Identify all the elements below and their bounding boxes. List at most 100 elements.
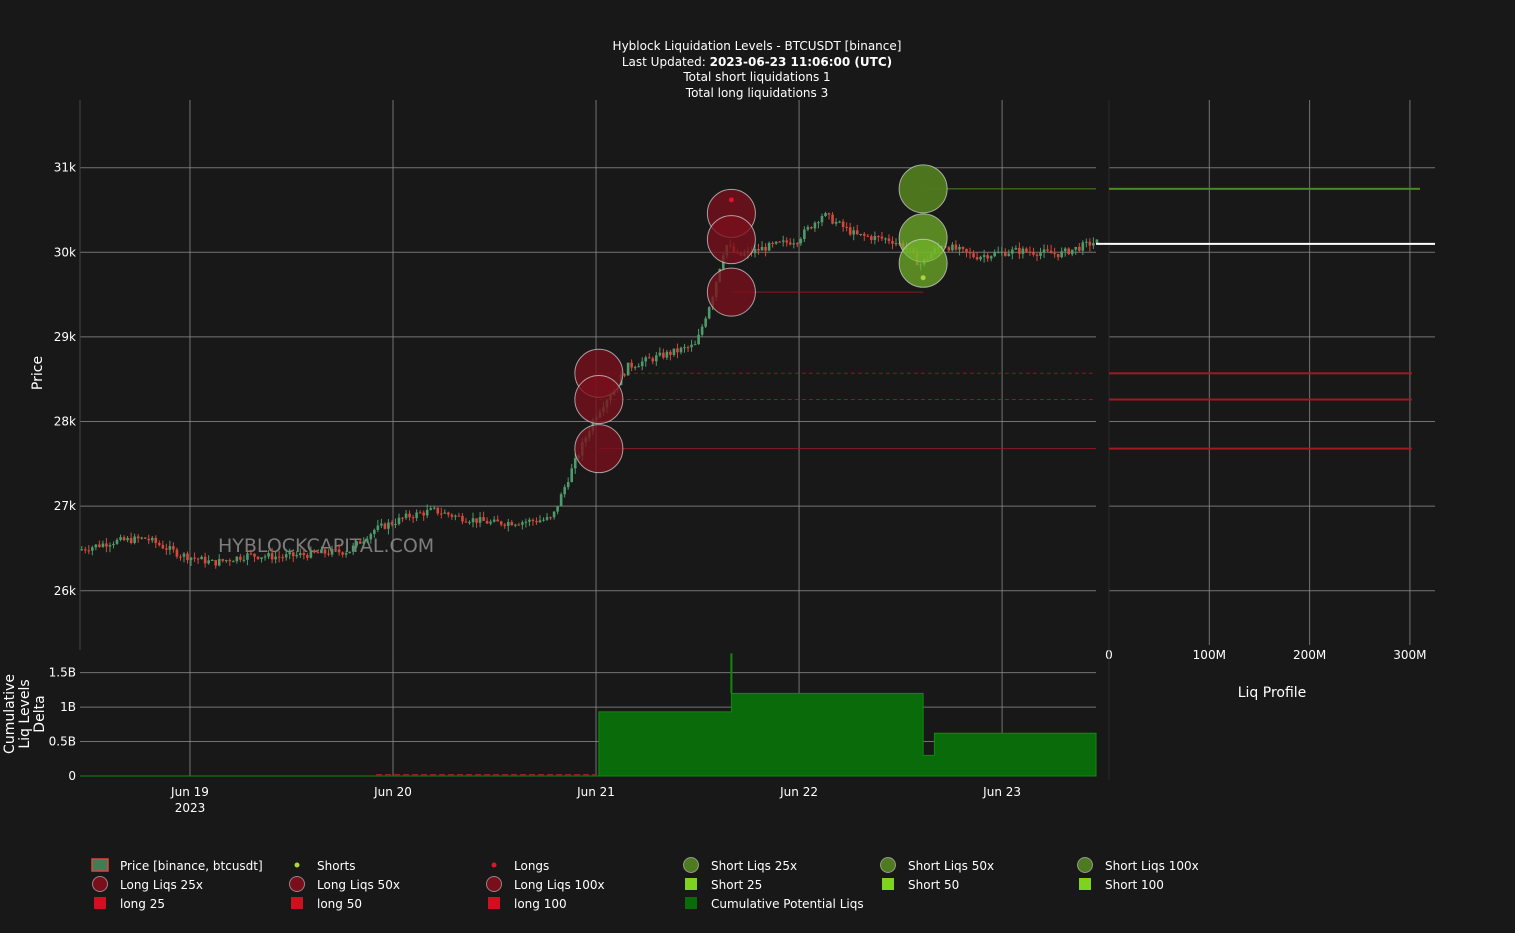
candle-body (217, 559, 221, 566)
legend[interactable]: Price [binance, btcusdt] Shorts Longs Short… (91, 857, 1199, 912)
candle-body (862, 233, 866, 236)
cumulative-tick-label: 0 (68, 769, 76, 783)
candle-body (838, 221, 841, 223)
short-liq-total: Total short liquidations 1 (682, 70, 830, 84)
legend-item-label[interactable]: Shorts (317, 859, 355, 873)
candle-body (143, 537, 147, 539)
candle-body (817, 222, 820, 224)
legend-symbol-square (882, 878, 894, 890)
candle-body (877, 236, 880, 238)
legend-symbol-dot (491, 862, 497, 868)
legend-item-label[interactable]: long 25 (120, 897, 165, 911)
legend-item-label[interactable]: Short Liqs 100x (1105, 859, 1199, 873)
candle-body (390, 522, 394, 525)
candle-body (83, 549, 87, 551)
legend-item-label[interactable]: long 100 (514, 897, 567, 911)
candle-body (168, 546, 172, 550)
legend-item-label[interactable]: Long Liqs 100x (514, 878, 605, 892)
candle-body (182, 553, 186, 557)
candle-body (827, 213, 831, 215)
candle-body (397, 517, 401, 524)
legend-item-label[interactable]: Short Liqs 50x (908, 859, 994, 873)
legend-symbol-circle (683, 857, 699, 873)
candle-body (566, 481, 570, 488)
candle-body (556, 506, 559, 512)
candle-body (94, 544, 98, 548)
candle-body (126, 538, 129, 541)
candle-body (179, 556, 182, 558)
candle-body (651, 358, 655, 362)
candle-body (531, 519, 535, 522)
short-marker (920, 275, 926, 281)
short-liq-bubble (898, 238, 948, 288)
candle-body (306, 555, 309, 558)
candle-body (644, 357, 648, 362)
candle-body (785, 240, 789, 243)
candle-body (471, 518, 475, 523)
candle-body (288, 552, 292, 555)
legend-item-label[interactable]: Long Liqs 50x (317, 878, 400, 892)
legend-item-label[interactable]: Short 25 (711, 878, 762, 892)
candle-body (468, 522, 471, 524)
candle-body (700, 326, 704, 335)
candle-body (203, 556, 207, 564)
candle-body (425, 509, 429, 516)
profile-grid: 0100M200M300MLiq Profile (1105, 100, 1435, 780)
candle-body (524, 521, 528, 523)
candle-body (665, 351, 669, 358)
candle-body (439, 513, 443, 515)
legend-item-label[interactable]: long 50 (317, 897, 362, 911)
candle-body (535, 521, 538, 523)
short-liq-bubble (898, 164, 948, 214)
candle-body (492, 519, 496, 522)
candle-body (1042, 249, 1046, 253)
candle-body (267, 553, 270, 557)
legend-item-label[interactable]: Cumulative Potential Liqs (711, 897, 864, 911)
candle-body (1077, 246, 1081, 251)
candle-body (408, 513, 411, 518)
legend-item-label[interactable]: Short 50 (908, 878, 959, 892)
candle-body (958, 247, 961, 250)
candle-body (147, 538, 151, 541)
legend-item-label[interactable]: Long Liqs 25x (120, 878, 203, 892)
cumulative-area (80, 653, 1097, 777)
candle-body (482, 517, 485, 521)
candle-body (341, 552, 344, 555)
cumulative-tick-label: 1.5B (49, 666, 76, 680)
cumulative-tick-label: 0.5B (49, 735, 76, 749)
candle-body (852, 230, 856, 235)
candle-body (767, 242, 771, 251)
candle-body (284, 554, 288, 558)
candle-body (383, 523, 387, 529)
candle-body (514, 524, 517, 526)
candle-body (98, 544, 101, 547)
candle-body (242, 559, 246, 561)
candle-body (1000, 251, 1004, 253)
last-updated-value: 2023-06-23 11:06:00 (UTC) (710, 55, 893, 69)
price-tick-label: 26k (54, 584, 76, 598)
candle-body (1021, 248, 1025, 254)
candle-body (133, 536, 136, 543)
candle-body (1070, 249, 1074, 255)
legend-symbol-square (685, 878, 697, 890)
candle-body (260, 557, 263, 559)
cumulative-tick-label: 1B (60, 700, 76, 714)
candle-body (154, 537, 158, 544)
candle-body (672, 348, 676, 355)
candle-body (831, 214, 834, 224)
candle-body (683, 347, 686, 349)
candle-body (834, 222, 838, 224)
candle-body (626, 362, 630, 376)
candle-body (1018, 247, 1021, 254)
cumulative-axis-title: Liq Levels (17, 679, 33, 748)
legend-item-label[interactable]: Short Liqs 25x (711, 859, 797, 873)
candle-body (1025, 248, 1028, 252)
legend-item-label[interactable]: Short 100 (1105, 878, 1164, 892)
legend-item-label[interactable]: Price [binance, btcusdt] (120, 859, 263, 873)
candle-body (1053, 253, 1056, 255)
legend-item-label[interactable]: Longs (514, 859, 549, 873)
candle-body (221, 559, 225, 561)
candle-body (781, 240, 785, 242)
candle-body (274, 556, 277, 560)
